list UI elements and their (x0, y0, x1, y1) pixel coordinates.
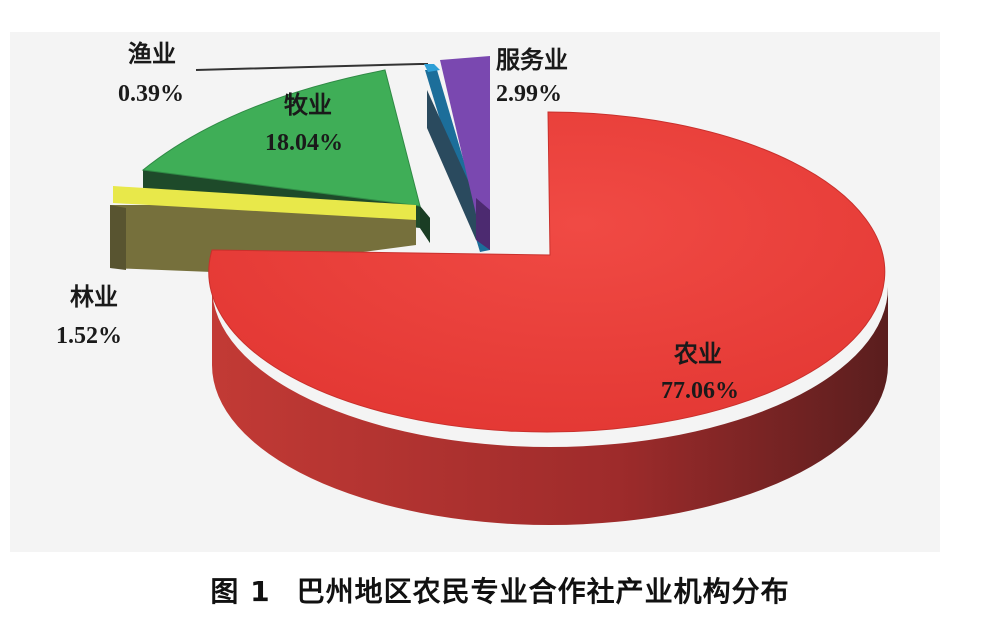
value-fishery: 0.39% (118, 81, 184, 107)
figure-number: 图 1 (210, 575, 271, 608)
label-animal-husbandry: 牧业 (284, 91, 332, 119)
slice-agriculture (208, 111, 888, 525)
label-forestry: 林业 (70, 284, 118, 311)
value-service: 2.99% (496, 81, 562, 107)
value-agriculture: 77.06% (661, 378, 739, 404)
label-service: 服务业 (496, 46, 568, 74)
figure-caption: 图 1 巴州地区农民专业合作社产业机构分布 (0, 570, 1000, 610)
slice-service (427, 56, 490, 250)
slice-forestry (110, 186, 416, 272)
value-forestry: 1.52% (56, 323, 122, 349)
value-animal-husbandry: 18.04% (265, 130, 343, 156)
figure-title: 巴州地区农民专业合作社产业机构分布 (296, 575, 790, 608)
leader-line-fishery (195, 63, 428, 71)
label-fishery: 渔业 (128, 40, 176, 68)
label-agriculture: 农业 (673, 341, 722, 368)
slice-labels: 渔业 0.39% 牧业 18.04% 服务业 2.99% 林业 1.52% 农业… (56, 40, 739, 404)
